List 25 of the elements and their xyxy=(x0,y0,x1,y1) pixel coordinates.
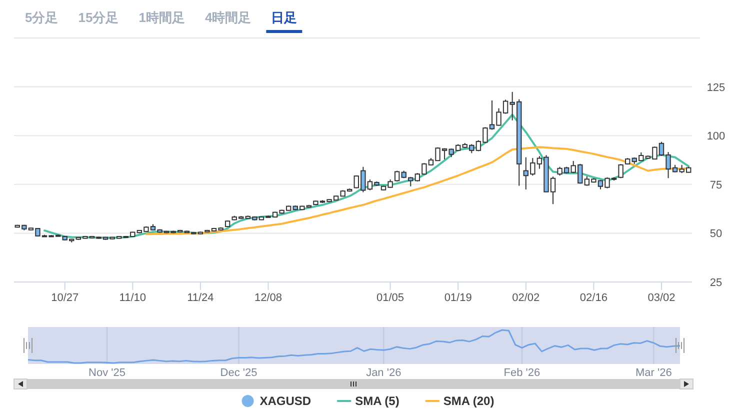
x-tick-label: 02/16 xyxy=(580,292,608,304)
y-tick-label: 75 xyxy=(710,179,722,192)
legend-label: SMA (20) xyxy=(443,394,494,408)
x-tick-label: 01/05 xyxy=(376,292,404,304)
legend-label: XAGUSD xyxy=(260,394,312,408)
x-tick-label: 02/02 xyxy=(512,292,540,304)
x-tick-label: Jan '26 xyxy=(366,367,402,379)
y-tick-label: 100 xyxy=(706,130,726,143)
x-tick-label: Mar '26 xyxy=(635,367,672,379)
candlestick xyxy=(618,164,624,179)
x-tick-label: Feb '26 xyxy=(504,367,540,379)
y-tick-label: 25 xyxy=(710,277,722,289)
y-tick-label: 50 xyxy=(710,228,722,240)
x-tick-label: 11/10 xyxy=(119,292,146,304)
x-tick-label: 12/08 xyxy=(254,292,282,304)
x-tick-label: 11/24 xyxy=(187,292,214,304)
legend-label: SMA (5) xyxy=(355,394,400,408)
x-tick-label: 03/02 xyxy=(648,292,676,304)
x-tick-label: 10/27 xyxy=(51,292,79,304)
x-tick-label: 01/19 xyxy=(444,292,472,304)
y-tick-label: 125 xyxy=(706,82,726,94)
tabs: 5分足 15分足 1時間足 4時間足 日足 xyxy=(25,10,302,33)
x-tick-label: Nov '25 xyxy=(88,367,126,379)
x-tick-label: Dec '25 xyxy=(220,367,258,379)
line-series xyxy=(44,114,690,239)
